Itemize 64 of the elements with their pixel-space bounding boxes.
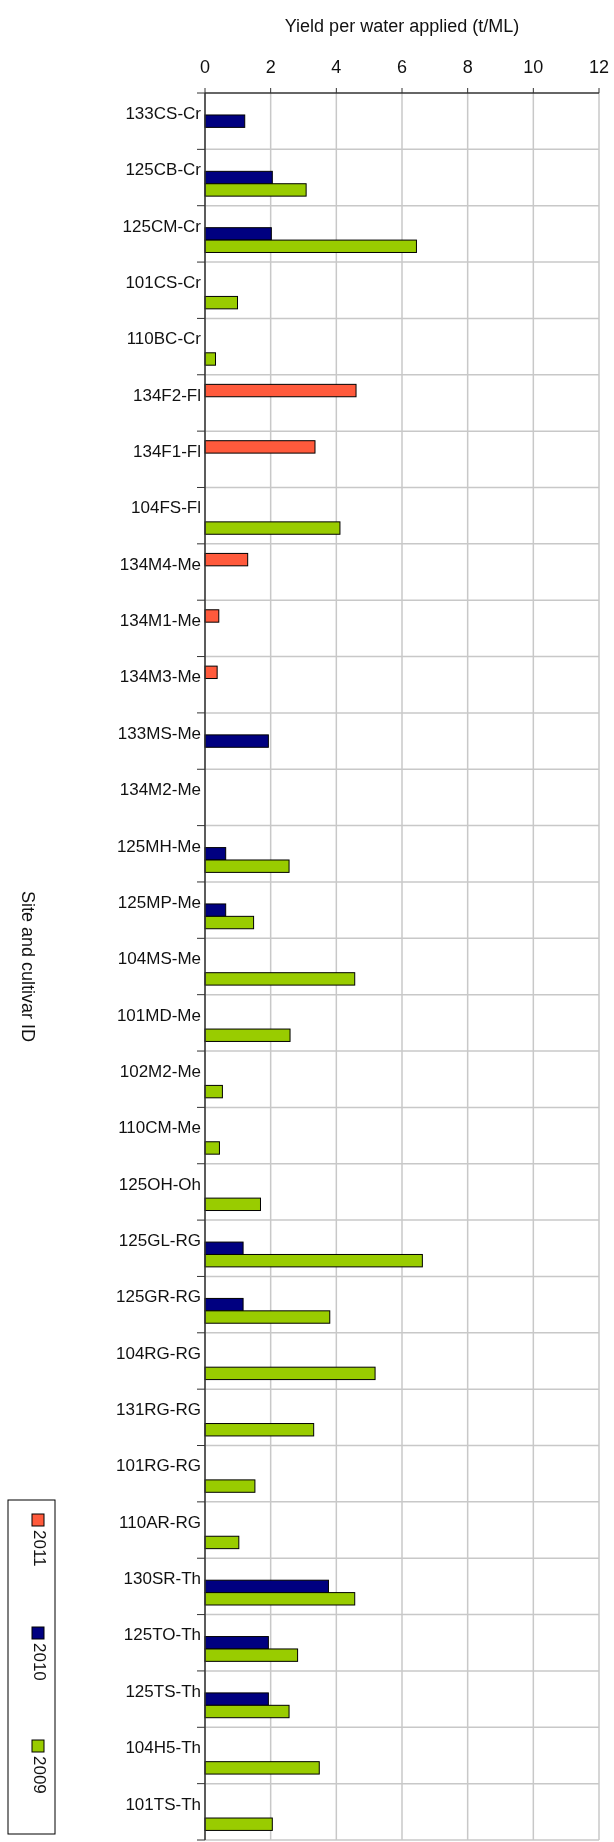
legend-label: 2009	[29, 1756, 49, 1794]
y-tick-label: 110BC-Cr	[126, 329, 202, 349]
y-tick-label: 131RG-RG	[115, 1400, 201, 1420]
bar	[204, 665, 218, 680]
y-tick-label: 133CS-Cr	[125, 103, 202, 123]
y-tick-label: 134M1-Me	[119, 611, 201, 631]
bar	[204, 609, 220, 623]
bar	[204, 1197, 261, 1212]
bar	[204, 1028, 291, 1042]
bar	[204, 734, 269, 748]
y-tick-label: 102M2-Me	[119, 1061, 201, 1081]
y-tick-label: 101MD-Me	[116, 1005, 201, 1025]
y-tick-label: 125GL-RG	[118, 1231, 201, 1250]
bar	[204, 440, 316, 454]
y-tick-label: 101CS-Cr	[125, 272, 202, 292]
y-tick-label: 125CM-Cr	[122, 216, 202, 236]
y-tick-label: 133MS-Me	[117, 723, 201, 743]
bar	[204, 1479, 256, 1493]
bar	[204, 295, 239, 310]
bar	[204, 352, 217, 366]
y-tick-label: 125TO-Th	[123, 1625, 201, 1645]
y-tick-label: 125OH-Oh	[118, 1174, 201, 1194]
y-tick-label: 125TS-Th	[125, 1681, 201, 1701]
bar	[204, 1423, 315, 1437]
y-tick-label: 134F1-Fl	[132, 442, 201, 462]
y-tick-label: 134F2-Fl	[132, 385, 201, 405]
bar	[204, 1366, 376, 1381]
bar	[204, 1761, 320, 1775]
bar	[204, 383, 357, 398]
x-tick-label: 10	[523, 57, 544, 77]
y-tick-label: 125MH-Me	[116, 836, 201, 856]
bar	[204, 521, 341, 535]
x-axis-title: Yield per water applied (t/ML)	[284, 16, 520, 36]
x-tick-label: 12	[588, 57, 610, 77]
bar	[204, 114, 246, 128]
bar	[204, 1084, 223, 1099]
x-tick-label: 2	[265, 57, 276, 77]
y-tick-label: 134M3-Me	[119, 667, 201, 687]
bar	[204, 972, 356, 986]
y-axis-title: Site and cultivar ID	[18, 890, 38, 1043]
bar	[204, 1817, 273, 1831]
y-tick-label: 125CB-Cr	[125, 160, 202, 180]
y-tick-label: 134M4-Me	[119, 554, 201, 574]
bar	[204, 1535, 240, 1550]
x-tick-label: 8	[462, 57, 473, 77]
y-tick-label: 110AR-RG	[119, 1512, 201, 1532]
x-tick-label: 0	[199, 57, 211, 77]
y-tick-label: 104FS-Fl	[131, 498, 201, 518]
x-tick-label: 4	[331, 57, 342, 77]
y-tick-label: 125GR-RG	[115, 1287, 201, 1307]
bar	[204, 1141, 220, 1155]
y-tick-label: 104H5-Th	[125, 1738, 201, 1758]
legend-label: 2010	[29, 1643, 49, 1681]
y-tick-label: 125MP-Me	[117, 892, 201, 912]
legend-label: 2011	[29, 1530, 49, 1567]
y-tick-label: 101RG-RG	[115, 1456, 201, 1476]
bar	[204, 552, 249, 567]
y-tick-label: 101TS-Th	[125, 1794, 201, 1814]
y-tick-label: 104MS-Me	[117, 949, 201, 969]
y-tick-label: 130SR-Th	[123, 1569, 201, 1589]
y-tick-label: 104RG-RG	[115, 1343, 201, 1363]
y-tick-label: 134M2-Me	[119, 780, 201, 800]
y-tick-label: 110CM-Me	[118, 1118, 201, 1138]
x-tick-label: 6	[396, 57, 408, 77]
